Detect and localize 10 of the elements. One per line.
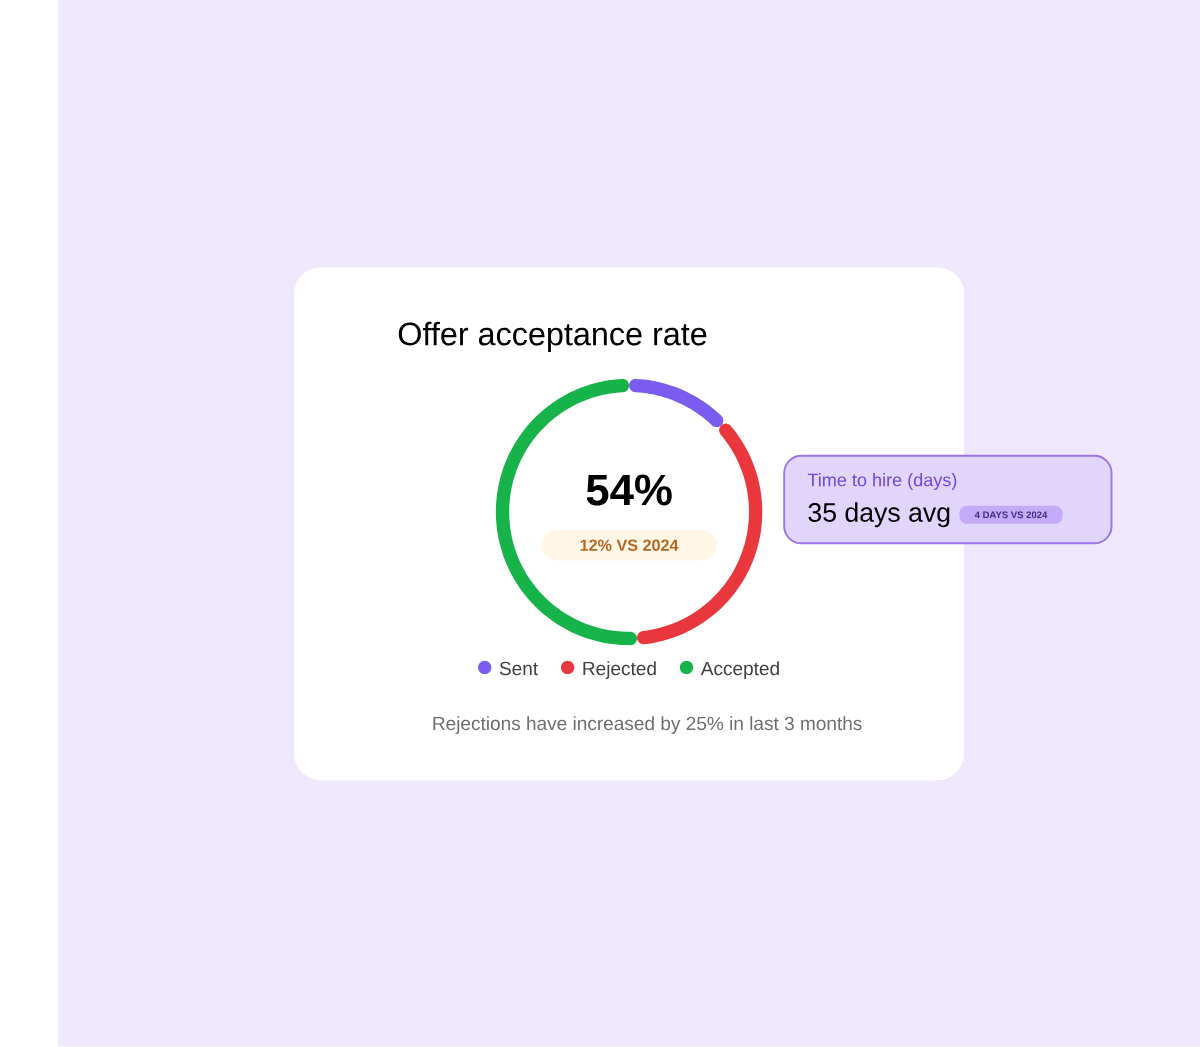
text: 4 DAYS VS 2024 — [974, 511, 1048, 519]
text: Time to hire (days) — [807, 473, 957, 491]
legend-label: Accepted — [700, 661, 779, 680]
text: Rejections have increased by 25% in last 3 months — [433, 716, 862, 735]
legend-label: Sent — [499, 661, 538, 676]
text: 35 days avg — [808, 502, 950, 528]
text: 54% — [586, 474, 672, 506]
text: 12% VS 2024 — [580, 539, 679, 552]
legend-label: Rejected — [583, 661, 656, 680]
chart-title: Offer acceptance rate — [398, 321, 707, 353]
